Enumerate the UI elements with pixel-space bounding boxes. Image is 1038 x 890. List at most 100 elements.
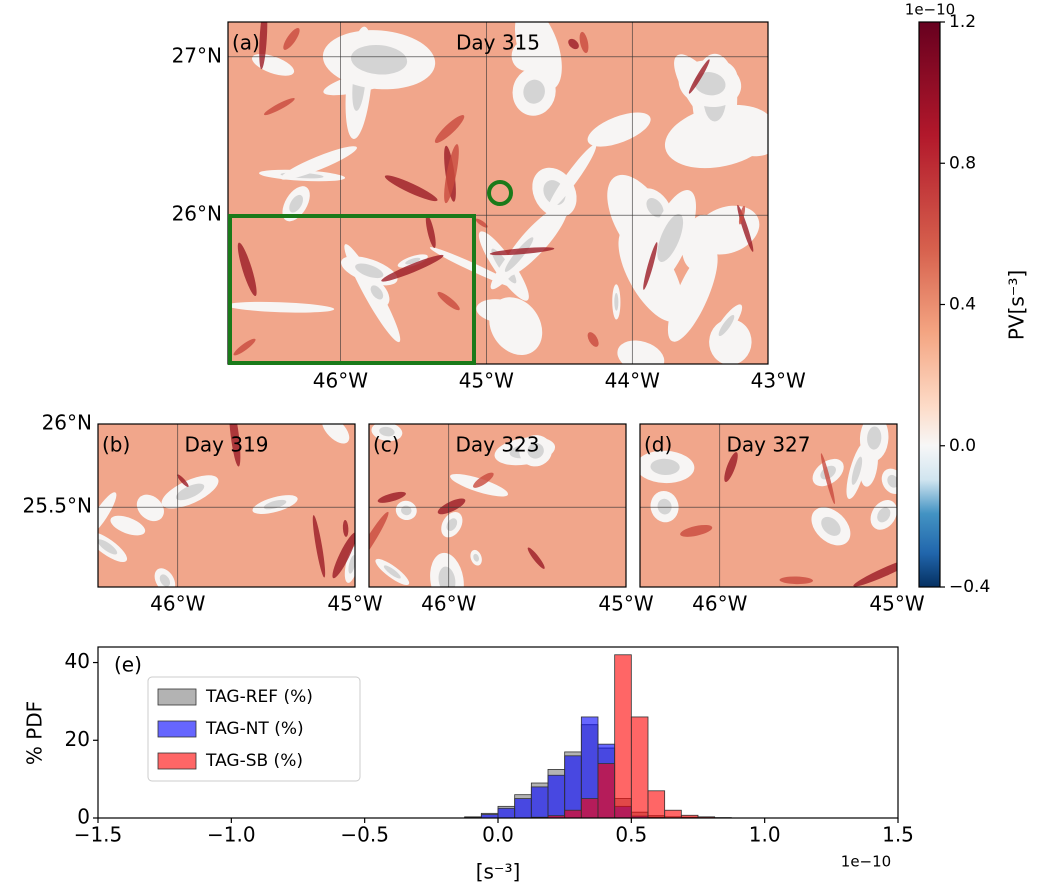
field-patch [887,474,897,488]
field-patch [405,257,421,265]
y-tick-label: 26°N [42,411,92,435]
histogram-bar [564,809,582,819]
field-patch [350,44,408,75]
x-tick-label: −0.5 [340,823,389,847]
map-panel [369,424,626,587]
histogram-bar [530,786,549,819]
map-panel [640,424,897,587]
field-patch [867,426,882,450]
field-streak [434,115,465,143]
field-streak [568,38,579,50]
histogram-bar [647,790,666,819]
field-patch [667,247,718,342]
histogram-bar [514,798,532,819]
field-patch [446,518,458,532]
field-patch [718,314,735,337]
y-tick-label: 26°N [172,202,222,226]
x-tick-label: 45°W [598,592,653,616]
panel-label: (c) [373,433,400,457]
panel-label: (d) [644,433,672,457]
histogram-bar [580,798,599,819]
field-streak [312,515,326,578]
field-patch [348,555,355,574]
histogram-bar [664,809,682,819]
field-streak [342,519,349,537]
field-patch [98,539,118,555]
map-panel [98,424,355,587]
field-streak [643,242,658,290]
field-streak [384,175,438,202]
x-tick-label: 45°W [327,592,382,616]
field-streak [332,532,355,579]
colorbar-tick-label: 0.8 [949,153,976,173]
histogram-bar [630,716,649,819]
field-streak [527,547,545,569]
field-streak [177,474,189,487]
field-streak [587,332,599,347]
x-tick-label: 1.5 [882,823,914,847]
field-patch [821,516,841,536]
colorbar-label: PV[s⁻³] [1005,270,1029,340]
legend-label: TAG-REF (%) [205,687,313,707]
colorbar-tick-label: 0.0 [949,436,976,456]
field-patch [523,79,545,104]
field-patch [617,340,665,364]
field-streak [444,144,459,204]
x-tick-label: 46°W [692,592,747,616]
colorbar-offset: 1e−10 [905,1,955,19]
histogram-bar [497,807,516,819]
map-frame [227,21,769,365]
field-streak [259,22,268,70]
field-streak [263,98,295,116]
x-axis-label: [s⁻³] [476,860,521,884]
field-patch [383,565,401,579]
x-tick-label: −1.5 [74,823,123,847]
field-streak [473,472,494,488]
field-patch [159,574,171,587]
x-tick-label: 1.0 [749,823,781,847]
field-patch [514,22,562,90]
site-marker [487,180,513,206]
field-streak [229,424,241,467]
field-streak [369,511,389,570]
field-patch [228,301,335,313]
field-streak [283,27,300,50]
field-patch [473,553,479,562]
panel-label: (a) [232,31,260,55]
map-frame [97,423,356,588]
x-tick-label: 46°W [150,592,205,616]
colorbar-tick-label: 1.2 [949,12,976,32]
field-patch [851,456,863,485]
y-tick-label: 27°N [172,43,222,67]
field-patch [401,505,412,516]
x-tick-label: 0.5 [615,823,647,847]
field-streak [437,498,466,515]
legend-label: TAG-NT (%) [205,719,304,739]
field-streak [489,247,555,256]
panel-label: (b) [102,433,130,457]
field-streak [688,59,710,94]
field-patch [694,72,726,96]
field-patch [504,237,534,272]
legend-swatch [157,688,197,706]
legend-swatch [157,720,197,738]
histogram-bar [564,755,582,819]
x-tick-label: 45°W [869,592,924,616]
field-patch [110,515,146,536]
y-tick-label: 20 [65,727,90,751]
field-streak [237,242,257,297]
panel-title: Day 327 [726,433,810,457]
map-field [640,424,897,587]
field-streak [779,576,814,585]
field-patch [657,214,684,262]
field-streak [680,524,713,537]
colorbar-tick-label: 0.4 [949,295,976,315]
field-patch [355,263,384,279]
field-patch [322,424,350,444]
x-tick-label: 43°W [751,369,806,393]
field-patch [370,285,384,300]
field-patch [657,498,672,515]
y-tick-label: 40 [65,649,90,673]
field-streak [820,453,835,505]
